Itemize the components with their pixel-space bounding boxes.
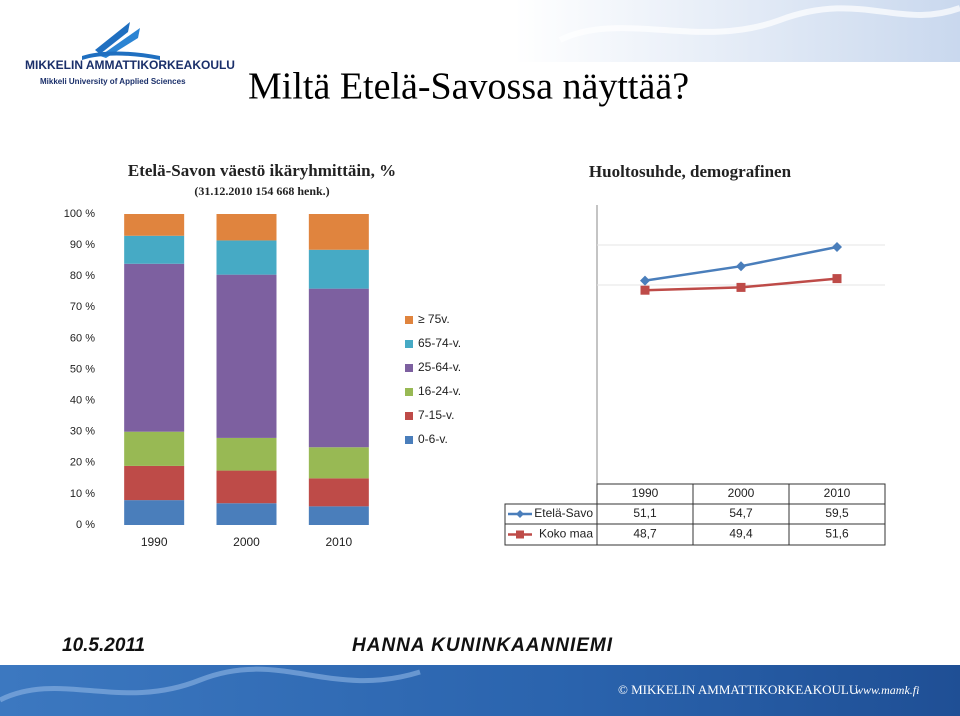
- bar-segment: [308, 447, 369, 479]
- y-tick-label: 60 %: [70, 332, 95, 344]
- bar-segment: [216, 470, 277, 504]
- logo: MIKKELIN AMMATTIKORKEAKOULU Mikkeli Univ…: [25, 22, 235, 86]
- legend-label: 0-6-v.: [418, 432, 448, 446]
- y-tick-label: 40 %: [70, 395, 95, 407]
- bar-segment: [308, 478, 369, 507]
- point: [736, 261, 746, 272]
- bar-segment: [216, 274, 277, 438]
- x-tick-label: 2010: [325, 535, 352, 549]
- x-tick-label: 2000: [233, 535, 260, 549]
- slide-title: Miltä Etelä-Savossa näyttää?: [248, 66, 689, 108]
- y-tick-label: 10 %: [70, 488, 95, 500]
- legend-swatch: [405, 412, 413, 420]
- bar-segment: [216, 437, 277, 471]
- x-tick-label: 2010: [824, 486, 851, 500]
- bar-segment: [308, 288, 369, 448]
- legend-swatch: [405, 364, 413, 372]
- footer-date: 10.5.2011: [62, 635, 145, 656]
- legend-swatch: [405, 436, 413, 444]
- data-label: 54,7: [729, 506, 753, 520]
- y-tick-label: 90 %: [70, 239, 95, 251]
- point: [640, 275, 650, 286]
- chart-title: Huoltosuhde, demografinen: [589, 162, 792, 181]
- point: [832, 242, 842, 252]
- y-tick-label: 30 %: [70, 426, 95, 438]
- bar-segment: [216, 503, 277, 525]
- point: [640, 285, 650, 295]
- chart-subtitle: (31.12.2010 154 668 henk.): [194, 184, 329, 198]
- point: [736, 282, 746, 292]
- bar-segment: [124, 235, 185, 264]
- legend-label: 65-74-v.: [418, 336, 461, 350]
- data-label: 49,4: [729, 527, 753, 541]
- legend-label: Etelä-Savo: [534, 506, 593, 520]
- bar-segment: [124, 465, 185, 501]
- bar-segment: [124, 214, 185, 236]
- bar-segment: [124, 431, 185, 466]
- y-tick-label: 70 %: [70, 301, 95, 313]
- x-tick-label: 2000: [728, 486, 755, 500]
- bar-segment: [216, 240, 277, 275]
- y-tick-label: 20 %: [70, 457, 95, 469]
- bar-segment: [216, 214, 277, 241]
- legend-label: 16-24-v.: [418, 384, 461, 398]
- legend-swatch: [405, 340, 413, 348]
- footer-url: www.mamk.fi: [855, 683, 919, 697]
- x-tick-label: 1990: [632, 486, 659, 500]
- y-tick-label: 80 %: [70, 270, 95, 282]
- logo-name: MIKKELIN AMMATTIKORKEAKOULU: [25, 58, 235, 72]
- legend-swatch: [405, 316, 413, 324]
- data-label: 59,5: [825, 506, 849, 520]
- bar-segment: [308, 214, 369, 250]
- bar-segment: [308, 506, 369, 525]
- bar-segment: [124, 263, 185, 432]
- bar-segment: [308, 249, 369, 289]
- y-tick-label: 0 %: [76, 519, 95, 531]
- header-wave: [558, 5, 960, 43]
- footer-author: HANNA KUNINKAANNIEMI: [352, 635, 613, 656]
- legend-label: Koko maa: [539, 527, 593, 541]
- point: [832, 274, 842, 284]
- logo-subtitle: Mikkeli University of Applied Sciences: [40, 77, 186, 86]
- legend-label: 25-64-v.: [418, 360, 461, 374]
- x-tick-label: 1990: [141, 535, 168, 549]
- data-label: 48,7: [633, 527, 657, 541]
- data-label: 51,1: [633, 506, 657, 520]
- legend-label: ≥ 75v.: [418, 312, 450, 326]
- footer-wave: [0, 666, 421, 703]
- legend-swatch: [405, 388, 413, 396]
- y-tick-label: 100 %: [64, 208, 95, 220]
- legend-marker: [516, 510, 524, 518]
- footer-copyright: © MIKKELIN AMMATTIKORKEAKOULU: [618, 682, 859, 697]
- data-label: 51,6: [825, 527, 849, 541]
- bar-segment: [124, 500, 185, 525]
- legend-marker: [516, 530, 524, 539]
- legend-label: 7-15-v.: [418, 408, 454, 422]
- chart-title: Etelä-Savon väestö ikäryhmittäin, %: [128, 161, 396, 180]
- y-tick-label: 50 %: [70, 363, 95, 375]
